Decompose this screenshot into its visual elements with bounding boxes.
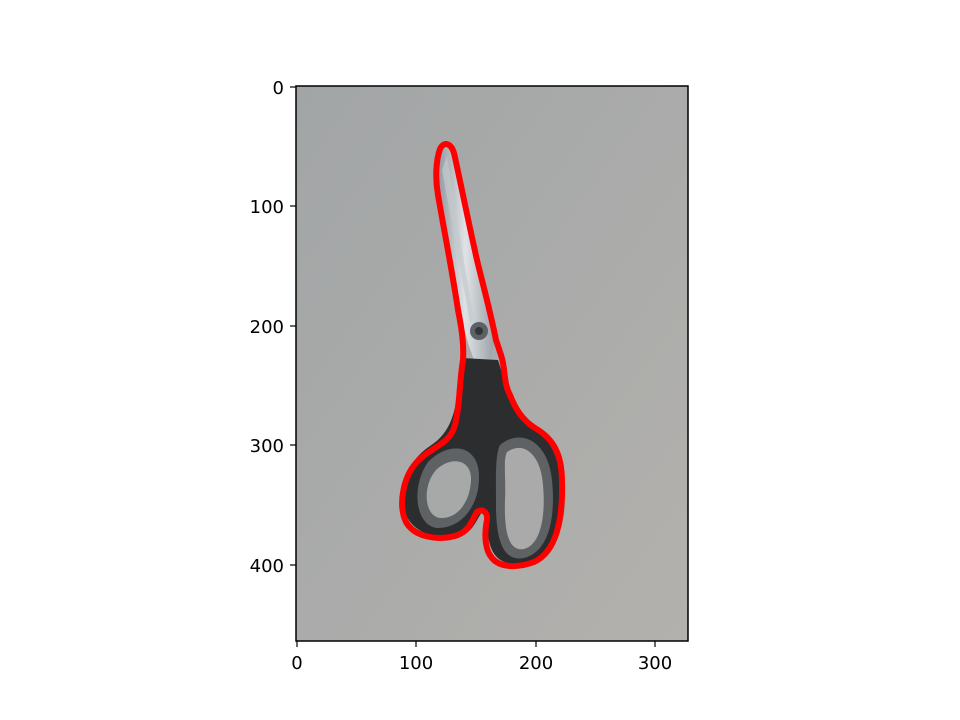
y-tick-label: 100 [250,197,284,218]
x-tick-label: 300 [638,653,672,674]
x-tick-label: 100 [399,653,433,674]
x-tick-label: 0 [291,653,302,674]
y-tick-label: 400 [250,556,284,577]
scissors-image [402,145,566,566]
left-handle-hole [426,461,472,519]
scissors-contour [399,141,566,570]
x-axis: 0 100 200 300 [291,641,672,674]
y-tick-label: 300 [250,436,284,457]
x-tick-label: 200 [519,653,553,674]
right-handle-hole [504,447,544,550]
y-tick-label: 0 [273,78,284,99]
y-axis: 0 100 200 300 400 [250,78,296,577]
image-panel [296,86,688,641]
pivot-screw-center [475,327,483,335]
axes-frame [295,85,689,642]
blade-edge-shading [442,156,474,322]
y-tick-label: 200 [250,317,284,338]
